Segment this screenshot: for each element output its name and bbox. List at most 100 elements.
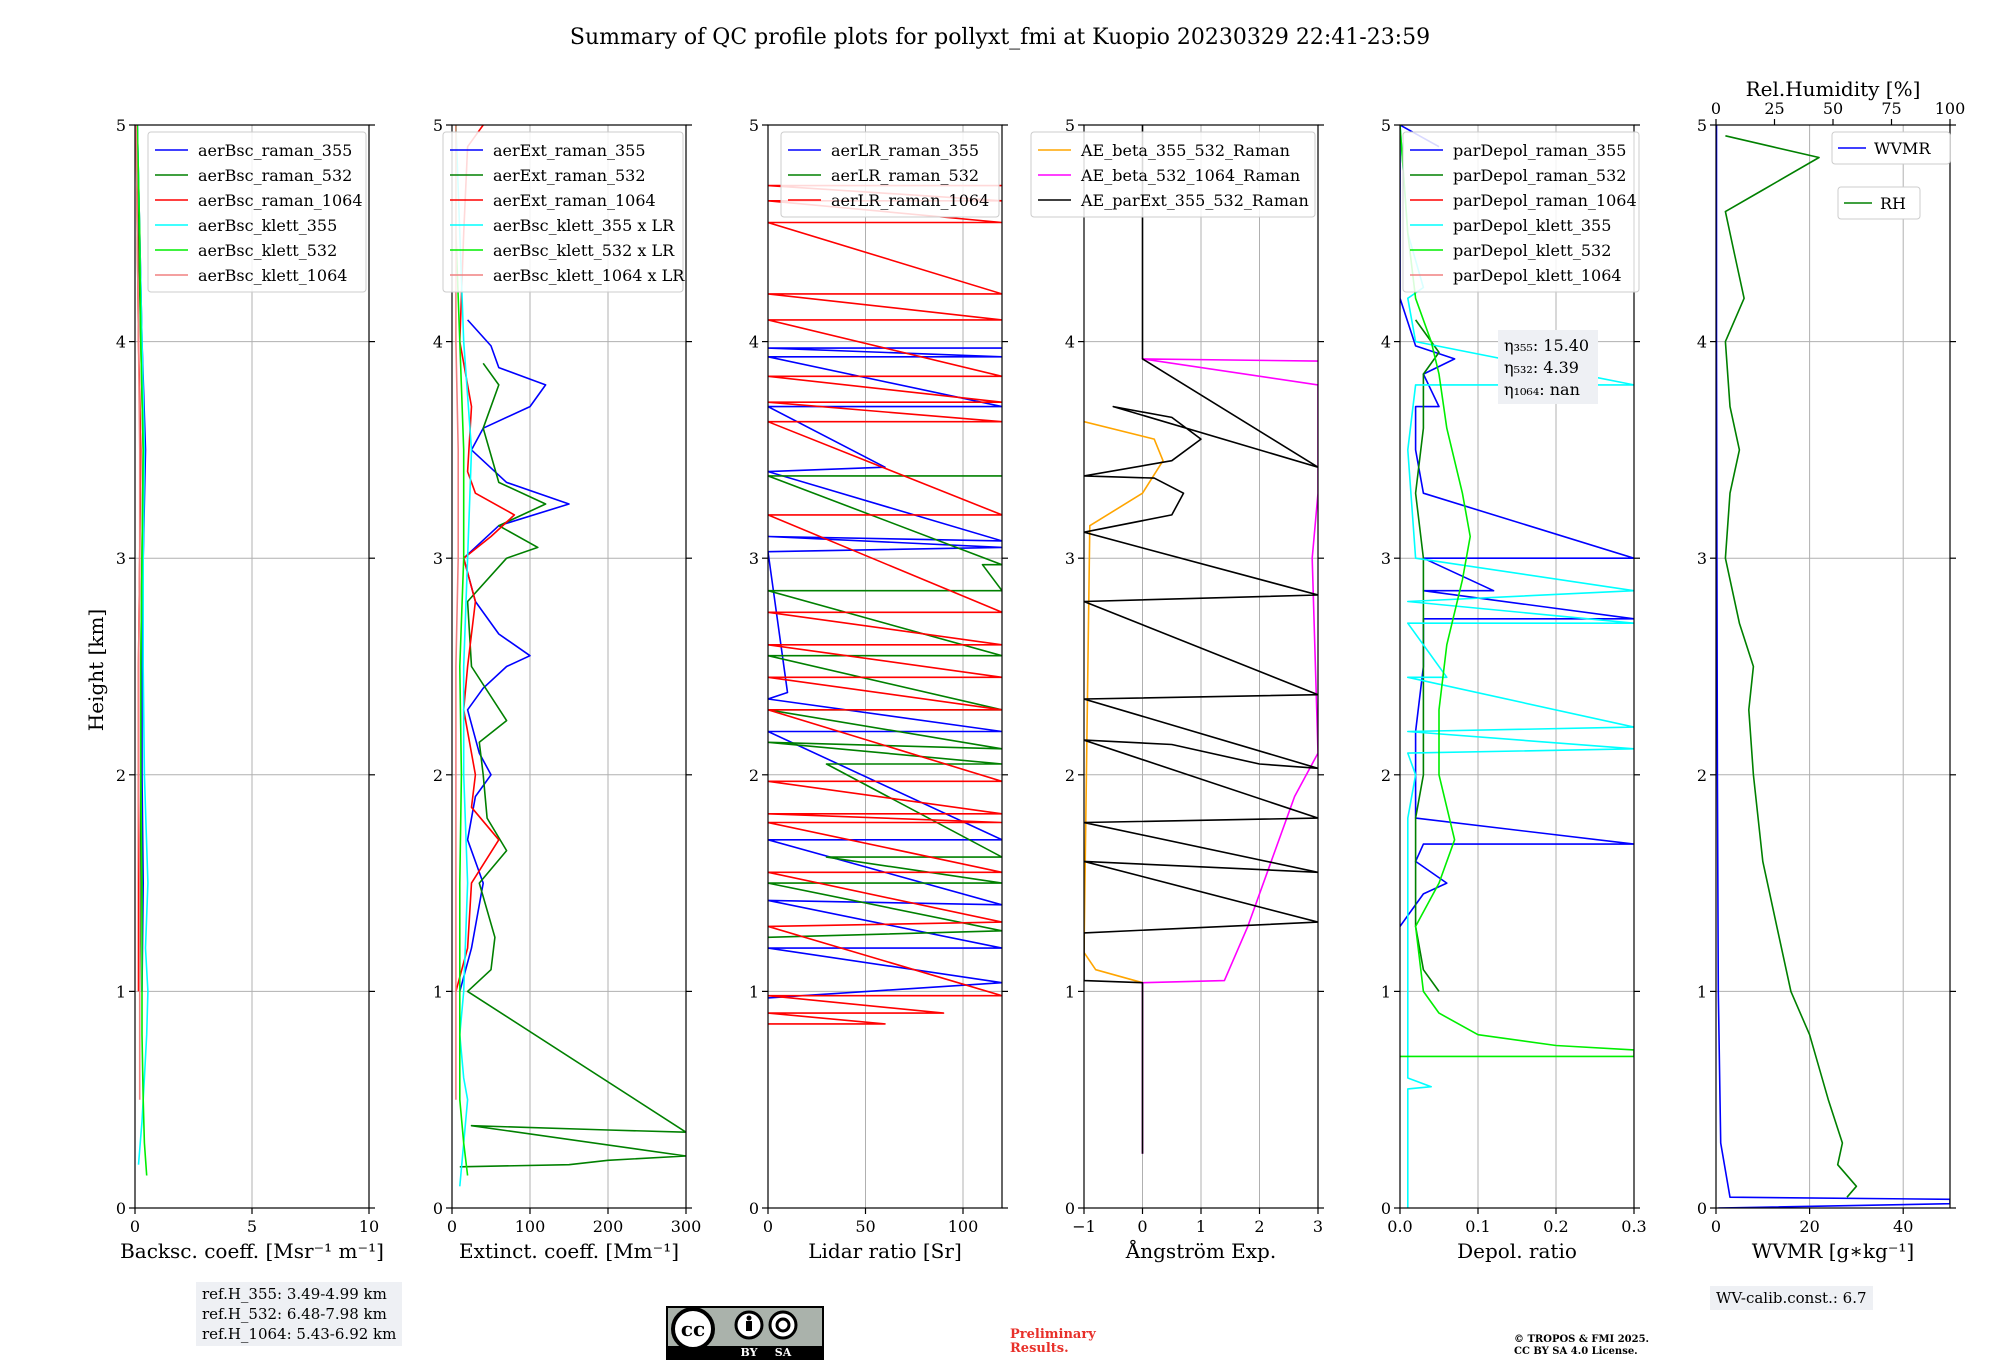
series-line-1 — [1141, 358, 1318, 1154]
legend-label-0: AE_beta_355_532_Raman — [1080, 141, 1290, 160]
y-tick-label-5: 5 — [1697, 116, 1707, 135]
y-tick-label-5: 5 — [1065, 116, 1075, 135]
ref-height-1064: ref.H_1064: 5.43-6.92 km — [202, 1325, 397, 1343]
x-tick-label-2: 0.2 — [1543, 1217, 1568, 1236]
y-tick-label-0: 0 — [433, 1199, 443, 1218]
x-tick-label-3: 300 — [671, 1217, 702, 1236]
top-x-tick-label-1: 25 — [1764, 99, 1784, 118]
ref-height-532: ref.H_532: 6.48-7.98 km — [202, 1305, 387, 1323]
legend-label-1: aerExt_raman_532 — [493, 166, 646, 185]
legend-label-3: aerBsc_klett_355 x LR — [493, 216, 675, 235]
legend-label-0: WVMR — [1874, 139, 1931, 158]
y-tick-label-1: 1 — [749, 982, 759, 1001]
y-axis-label: Height [km] — [84, 609, 108, 731]
y-tick-label-1: 1 — [116, 982, 126, 1001]
wv-calibration-box: WV-calib.const.: 6.7 — [1710, 1286, 1873, 1310]
x-tick-label-1: 0.1 — [1465, 1217, 1490, 1236]
y-tick-label-5: 5 — [433, 116, 443, 135]
series-group — [768, 184, 1002, 1025]
x-tick-label-0: 0 — [447, 1217, 457, 1236]
reference-heights-box: ref.H_355: 3.49-4.99 km ref.H_532: 6.48-… — [196, 1282, 403, 1346]
legend-label-2: aerBsc_raman_1064 — [198, 191, 363, 210]
legend-box — [1402, 131, 1640, 293]
cc-sa-label: SA — [775, 1346, 792, 1359]
legend: AE_beta_355_532_Raman AE_beta_532_1064_Ra… — [1030, 131, 1316, 218]
series-line-1 — [768, 475, 1002, 939]
legend-label-5: aerBsc_klett_1064 x LR — [493, 266, 685, 285]
eta-line-2: η₁₀₆₄: nan — [1504, 380, 1580, 399]
series-line-3 — [455, 125, 473, 1187]
panel-lidar_ratio: 0 50 100 0 1 2 3 4 5 Lidar ratio [Sr] aerLR_raman_… — [749, 116, 1008, 1263]
series-line-0 — [1716, 125, 1950, 1208]
y-tick-label-0: 0 — [116, 1199, 126, 1218]
x-tick-label-3: 2 — [1254, 1217, 1264, 1236]
x-tick-label-1: 0 — [1137, 1217, 1147, 1236]
eta-annotation: η₃₅₅: 15.40 η₅₃₂: 4.39 η₁₀₆₄: nan — [1498, 330, 1598, 404]
axes-frame — [767, 124, 1003, 1209]
series-line-1 — [1724, 135, 1858, 1198]
axes-frame — [1399, 124, 1635, 1209]
y-tick-label-0: 0 — [749, 1199, 759, 1218]
y-tick-label-2: 2 — [1381, 766, 1391, 785]
legend-label-2: parDepol_raman_1064 — [1453, 191, 1637, 210]
ref-height-355: ref.H_355: 3.49-4.99 km — [202, 1285, 387, 1303]
series-line-2 — [768, 184, 1002, 1025]
legend-label-4: aerBsc_klett_532 x LR — [493, 241, 675, 260]
legend-label-1: aerLR_raman_532 — [831, 166, 979, 185]
legend: aerBsc_raman_355 aerBsc_raman_532 aerBsc_r… — [147, 131, 367, 293]
legend: aerExt_raman_355 aerExt_raman_532 aerExt_r… — [442, 131, 685, 293]
series-line-4 — [136, 125, 148, 1176]
copyright-line-1: © TROPOS & FMI 2025. — [1514, 1334, 1650, 1345]
y-tick-label-4: 4 — [433, 333, 443, 352]
top-x-tick-label-4: 100 — [1935, 99, 1966, 118]
legend-label-3: parDepol_klett_355 — [1453, 216, 1611, 235]
x-tick-label-2: 10 — [359, 1217, 379, 1236]
copyright-note: © TROPOS & FMI 2025. CC BY SA 4.0 Licens… — [1514, 1334, 1649, 1358]
series-line-1 — [459, 362, 686, 1168]
y-tick-label-2: 2 — [116, 766, 126, 785]
eta-line-1: η₅₃₂: 4.39 — [1504, 358, 1579, 377]
preliminary-line-2: Results. — [1010, 1341, 1069, 1356]
y-tick-label-2: 2 — [749, 766, 759, 785]
y-tick-label-1: 1 — [1697, 982, 1707, 1001]
x-tick-label-0: 0 — [130, 1217, 140, 1236]
y-tick-label-1: 1 — [1065, 982, 1075, 1001]
preliminary-line-1: Preliminary — [1010, 1327, 1096, 1342]
legend: aerLR_raman_355 aerLR_raman_532 aerLR_rama… — [780, 131, 1000, 218]
eta-line-0: η₃₅₅: 15.40 — [1504, 336, 1589, 355]
legend-box — [780, 131, 1000, 218]
series-group — [1716, 125, 1950, 1208]
y-tick-label-0: 0 — [1697, 1199, 1707, 1218]
legend-label-0: aerLR_raman_355 — [831, 141, 979, 160]
x-tick-label-1: 20 — [1799, 1217, 1819, 1236]
y-tick-label-5: 5 — [749, 116, 759, 135]
legend-label-2: aerLR_raman_1064 — [831, 191, 989, 210]
series-group — [135, 125, 149, 1176]
x-tick-label-4: 3 — [1313, 1217, 1323, 1236]
y-tick-label-1: 1 — [433, 982, 443, 1001]
series-line-3 — [136, 125, 149, 1165]
series-line-4 — [455, 125, 469, 1176]
legend: parDepol_raman_355 parDepol_raman_532 parD… — [1402, 131, 1640, 293]
x-axis-label: Ångström Exp. — [1125, 1238, 1276, 1263]
figure-title: Summary of QC profile plots for pollyxt_… — [570, 25, 1430, 50]
top-x-tick-label-0: 0 — [1711, 99, 1721, 118]
y-tick-label-2: 2 — [1697, 766, 1707, 785]
x-tick-label-0: 0 — [1711, 1217, 1721, 1236]
x-tick-label-2: 1 — [1196, 1217, 1206, 1236]
x-tick-label-0: 0 — [763, 1217, 773, 1236]
copyright-line-2: CC BY SA 4.0 License. — [1514, 1346, 1638, 1357]
series-line-0 — [1084, 420, 1164, 984]
eta-box — [1498, 330, 1598, 404]
series-line-4 — [1400, 125, 1634, 1058]
cc-logo-text: cc — [681, 1317, 705, 1341]
x-tick-label-0: −1 — [1072, 1217, 1096, 1236]
axes-frame — [1715, 124, 1951, 1209]
x-tick-label-3: 0.3 — [1621, 1217, 1646, 1236]
legend: WVMR RH — [1831, 131, 1951, 220]
legend-label-5: parDepol_klett_1064 — [1453, 266, 1622, 285]
series-line-0 — [459, 319, 570, 992]
y-tick-label-1: 1 — [1381, 982, 1391, 1001]
wv-calibration-text: WV-calib.const.: 6.7 — [1716, 1289, 1867, 1307]
